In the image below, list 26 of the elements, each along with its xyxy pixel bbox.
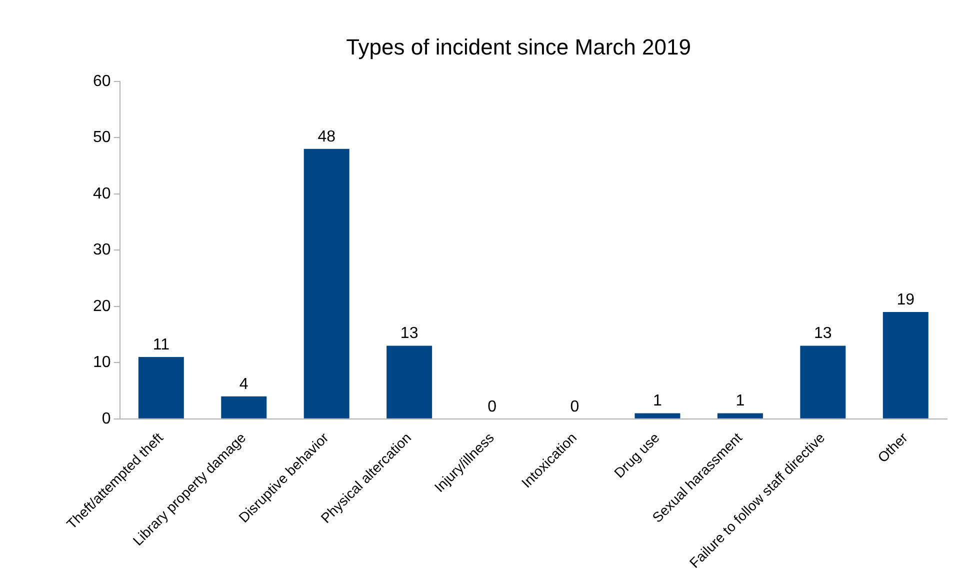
- bar: [882, 312, 928, 418]
- data-label: 13: [814, 325, 832, 342]
- data-label: 0: [570, 398, 580, 416]
- data-label: 1: [653, 392, 662, 410]
- data-label: 48: [318, 128, 336, 146]
- data-label: 4: [239, 376, 248, 393]
- bar: [800, 346, 846, 418]
- bar: [138, 357, 184, 418]
- y-tick-label: 20: [93, 298, 111, 315]
- chart-title: Types of incident since March 2019: [346, 34, 691, 60]
- y-tick-label: 10: [93, 354, 111, 372]
- data-label: 13: [400, 325, 418, 342]
- bar: [304, 148, 350, 418]
- y-tick-label: 30: [93, 242, 111, 259]
- bar: [221, 396, 267, 418]
- data-label: 11: [152, 336, 170, 354]
- data-label: 1: [736, 392, 745, 410]
- bar: [717, 413, 763, 418]
- bar: [634, 413, 680, 418]
- y-tick-label: 0: [102, 410, 111, 428]
- data-label: 0: [488, 398, 497, 416]
- data-label: 19: [896, 291, 915, 308]
- y-tick-label: 60: [93, 72, 111, 90]
- y-tick-label: 40: [93, 185, 111, 202]
- y-tick-label: 50: [93, 129, 111, 146]
- bar: [386, 346, 432, 418]
